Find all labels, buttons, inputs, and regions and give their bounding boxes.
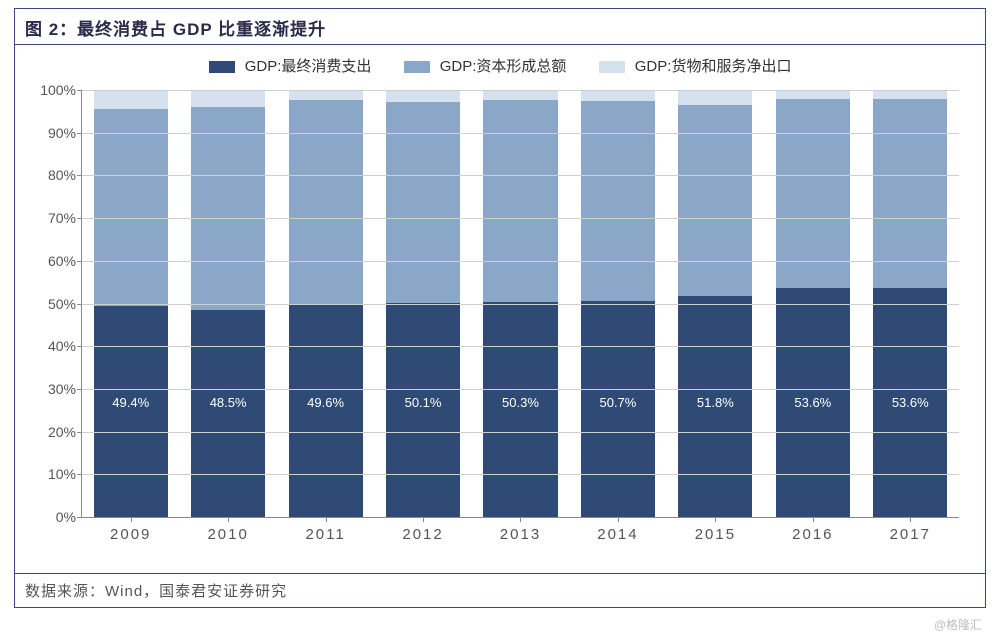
x-tick xyxy=(228,517,229,522)
legend-label-2: GDP:资本形成总额 xyxy=(440,58,567,75)
bar-segment-net_exports xyxy=(581,90,655,101)
bar-value-label: 50.7% xyxy=(581,395,655,410)
bar-value-label: 49.4% xyxy=(94,395,168,410)
y-axis-label: 0% xyxy=(30,509,76,525)
bar-value-label: 53.6% xyxy=(776,395,850,410)
y-tick xyxy=(77,133,82,134)
bar-segment-capital_formation xyxy=(94,109,168,306)
bar-segment-net_exports xyxy=(873,90,947,99)
x-axis-label: 2015 xyxy=(667,526,764,543)
bar-value-label: 48.5% xyxy=(191,395,265,410)
bar-segment-net_exports xyxy=(289,90,363,100)
bar-value-label: 50.3% xyxy=(483,395,557,410)
legend-item-3: GDP:货物和服务净出口 xyxy=(599,55,792,76)
source-text: 数据来源：Wind，国泰君安证券研究 xyxy=(15,573,985,607)
x-axis-label: 2011 xyxy=(277,526,374,543)
y-tick xyxy=(77,90,82,91)
bar-segment-capital_formation xyxy=(191,107,265,310)
y-axis-label: 20% xyxy=(30,424,76,440)
x-tick xyxy=(423,517,424,522)
y-axis-label: 80% xyxy=(30,167,76,183)
bar-segment-capital_formation xyxy=(483,100,557,302)
bar-segment-net_exports xyxy=(776,90,850,99)
gridline xyxy=(82,432,959,433)
legend-label-3: GDP:货物和服务净出口 xyxy=(635,58,792,75)
y-tick xyxy=(77,346,82,347)
bar-segment-final_consumption xyxy=(94,306,168,517)
x-tick xyxy=(520,517,521,522)
bar-segment-net_exports xyxy=(386,90,460,102)
bar-segment-capital_formation xyxy=(873,99,947,289)
y-axis-label: 70% xyxy=(30,210,76,226)
gridline xyxy=(82,175,959,176)
x-axis-label: 2014 xyxy=(569,526,666,543)
bar-segment-capital_formation xyxy=(289,100,363,305)
legend-swatch-2 xyxy=(404,61,430,73)
y-axis-label: 40% xyxy=(30,338,76,354)
legend-swatch-1 xyxy=(209,61,235,73)
bar-segment-capital_formation xyxy=(581,101,655,301)
legend-label-1: GDP:最终消费支出 xyxy=(245,58,372,75)
x-axis-label: 2012 xyxy=(374,526,471,543)
figure-title: 图 2：最终消费占 GDP 比重逐渐提升 xyxy=(15,9,985,45)
figure-frame: 图 2：最终消费占 GDP 比重逐渐提升 GDP:最终消费支出 GDP:资本形成… xyxy=(14,8,986,608)
x-axis-label: 2009 xyxy=(82,526,179,543)
plot-area: 49.4%200948.5%201049.6%201150.1%201250.3… xyxy=(81,90,959,518)
y-axis-label: 60% xyxy=(30,253,76,269)
y-tick xyxy=(77,432,82,433)
watermark: @格隆汇 xyxy=(934,616,982,633)
y-tick xyxy=(77,218,82,219)
y-axis-label: 10% xyxy=(30,466,76,482)
legend-item-2: GDP:资本形成总额 xyxy=(404,55,567,76)
bar-segment-net_exports xyxy=(191,90,265,107)
y-axis-label: 30% xyxy=(30,381,76,397)
gridline xyxy=(82,389,959,390)
bar-value-label: 53.6% xyxy=(873,395,947,410)
gridline xyxy=(82,90,959,91)
y-tick xyxy=(77,261,82,262)
bar-value-label: 50.1% xyxy=(386,395,460,410)
x-tick xyxy=(813,517,814,522)
plot-wrap: 49.4% 2009 48.5% 2010 49.6% 2011 50.1% 2012 50.3… xyxy=(21,82,979,552)
y-axis-label: 90% xyxy=(30,125,76,141)
x-axis-label: 2017 xyxy=(862,526,959,543)
y-tick xyxy=(77,474,82,475)
x-tick xyxy=(910,517,911,522)
y-axis-label: 50% xyxy=(30,296,76,312)
bar-segment-net_exports xyxy=(678,90,752,105)
y-tick xyxy=(77,304,82,305)
bar-value-label: 49.6% xyxy=(289,395,363,410)
bar-value-label: 51.8% xyxy=(678,395,752,410)
legend-item-1: GDP:最终消费支出 xyxy=(209,55,372,76)
gridline xyxy=(82,304,959,305)
legend-swatch-3 xyxy=(599,61,625,73)
x-tick xyxy=(326,517,327,522)
y-tick xyxy=(77,175,82,176)
x-tick xyxy=(618,517,619,522)
y-tick xyxy=(77,517,82,518)
bar-segment-final_consumption xyxy=(289,305,363,517)
y-tick xyxy=(77,389,82,390)
gridline xyxy=(82,474,959,475)
gridline xyxy=(82,218,959,219)
legend: GDP:最终消费支出 GDP:资本形成总额 GDP:货物和服务净出口 xyxy=(15,45,985,82)
y-axis-label: 100% xyxy=(30,82,76,98)
gridline xyxy=(82,261,959,262)
bar-segment-net_exports xyxy=(483,90,557,100)
gridline xyxy=(82,133,959,134)
gridline xyxy=(82,346,959,347)
x-axis-label: 2016 xyxy=(764,526,861,543)
x-tick xyxy=(715,517,716,522)
bar-segment-final_consumption xyxy=(191,310,265,517)
x-tick xyxy=(131,517,132,522)
x-axis-label: 2013 xyxy=(472,526,569,543)
bar-segment-net_exports xyxy=(94,90,168,109)
x-axis-label: 2010 xyxy=(179,526,276,543)
